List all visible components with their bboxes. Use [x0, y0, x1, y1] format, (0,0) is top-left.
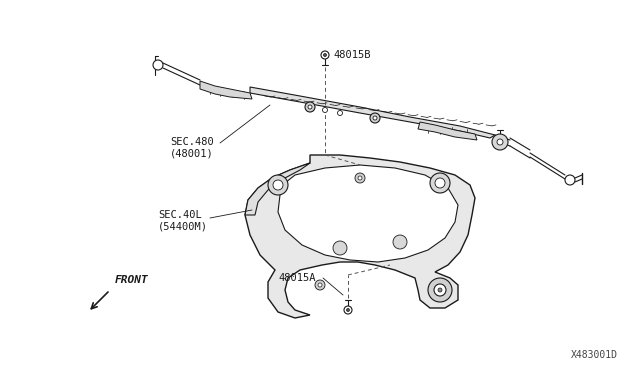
Circle shape [497, 139, 503, 145]
Circle shape [355, 173, 365, 183]
Circle shape [344, 306, 352, 314]
Circle shape [438, 288, 442, 292]
Circle shape [305, 102, 315, 112]
Circle shape [492, 134, 508, 150]
Circle shape [346, 308, 349, 311]
Circle shape [268, 175, 288, 195]
Circle shape [323, 108, 328, 112]
Polygon shape [418, 122, 477, 140]
Circle shape [428, 278, 452, 302]
Text: (48001): (48001) [170, 148, 214, 158]
Text: 48015A: 48015A [278, 273, 316, 283]
Polygon shape [250, 87, 495, 138]
Circle shape [308, 105, 312, 109]
Circle shape [373, 116, 377, 120]
Polygon shape [245, 155, 475, 318]
Text: SEC.40L: SEC.40L [158, 210, 202, 220]
Polygon shape [200, 81, 252, 99]
Circle shape [337, 110, 342, 115]
Text: SEC.480: SEC.480 [170, 137, 214, 147]
Circle shape [358, 176, 362, 180]
Circle shape [153, 60, 163, 70]
Circle shape [315, 280, 325, 290]
Circle shape [321, 51, 329, 59]
Text: (54400M): (54400M) [158, 221, 208, 231]
Circle shape [318, 283, 322, 287]
Text: X483001D: X483001D [571, 350, 618, 360]
Circle shape [370, 113, 380, 123]
Circle shape [273, 180, 283, 190]
Circle shape [323, 54, 326, 57]
Text: 48015B: 48015B [333, 50, 371, 60]
Circle shape [333, 241, 347, 255]
Circle shape [393, 235, 407, 249]
Circle shape [565, 175, 575, 185]
Circle shape [434, 284, 446, 296]
Text: FRONT: FRONT [115, 275, 148, 285]
Polygon shape [245, 163, 310, 215]
Polygon shape [278, 165, 458, 262]
Circle shape [435, 178, 445, 188]
Circle shape [430, 173, 450, 193]
